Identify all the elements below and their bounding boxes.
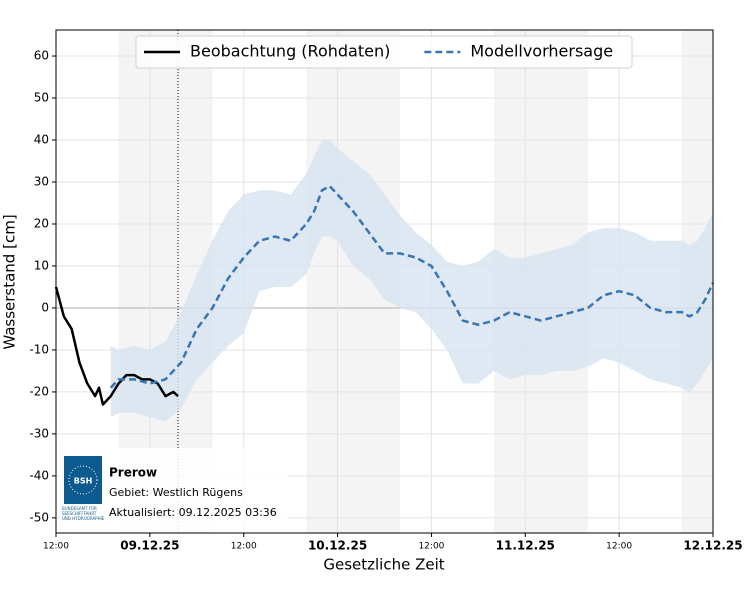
updated: Aktualisiert: 09.12.2025 03:36 <box>109 506 277 519</box>
y-tick-label: 60 <box>34 49 49 63</box>
legend-box <box>135 35 633 69</box>
x-tick-label: 10.12.25 <box>308 539 367 553</box>
legend-label: Beobachtung (Rohdaten) <box>190 42 390 61</box>
logo-caption-box: BUNDESAMT FÜR SEESCHIFFFAHRT UND HYDROGR… <box>62 506 105 521</box>
x-tick-label: 11.12.25 <box>496 539 555 553</box>
forecast-band <box>110 140 713 422</box>
y-tick-label: -10 <box>29 342 49 356</box>
y-tick-label: -30 <box>29 426 49 440</box>
y-tick-label: 20 <box>34 216 49 230</box>
y-tick-label: -20 <box>29 384 49 398</box>
series-line <box>54 286 179 406</box>
y-tick-label: 10 <box>34 258 49 272</box>
y-tick-label: 30 <box>34 174 49 188</box>
area: Gebiet: Westlich Rügens <box>109 486 243 499</box>
y-tick-label: -50 <box>29 510 49 524</box>
station: Prerow <box>109 466 157 480</box>
legend-label: Modellvorhersage <box>470 42 613 61</box>
logo <box>64 456 102 504</box>
x-tick-label: 12:00 <box>43 542 69 552</box>
x-tick-label: 12:00 <box>231 542 257 552</box>
series-line <box>109 184 715 389</box>
logo-ring <box>68 465 98 495</box>
x-tick-label: 12:00 <box>418 542 444 552</box>
y-tick-label: 50 <box>34 91 49 105</box>
logo-text: BSH <box>74 477 93 486</box>
x-tick-label: 12.12.25 <box>683 539 742 553</box>
y-tick-label: -40 <box>29 468 49 482</box>
logo-caption: BUNDESAMT FÜR SEESCHIFFFAHRT UND HYDROGR… <box>62 506 105 521</box>
y-tick-label: 40 <box>34 133 49 147</box>
x-axis-label: Gesetzliche Zeit <box>323 556 444 574</box>
x-tick-label: 09.12.25 <box>120 539 179 553</box>
x-tick-label: 12:00 <box>606 542 632 552</box>
plot-frame <box>55 29 714 534</box>
y-tick-label: 0 <box>41 300 49 314</box>
y-axis-label: Wasserstand [cm] <box>1 214 19 349</box>
